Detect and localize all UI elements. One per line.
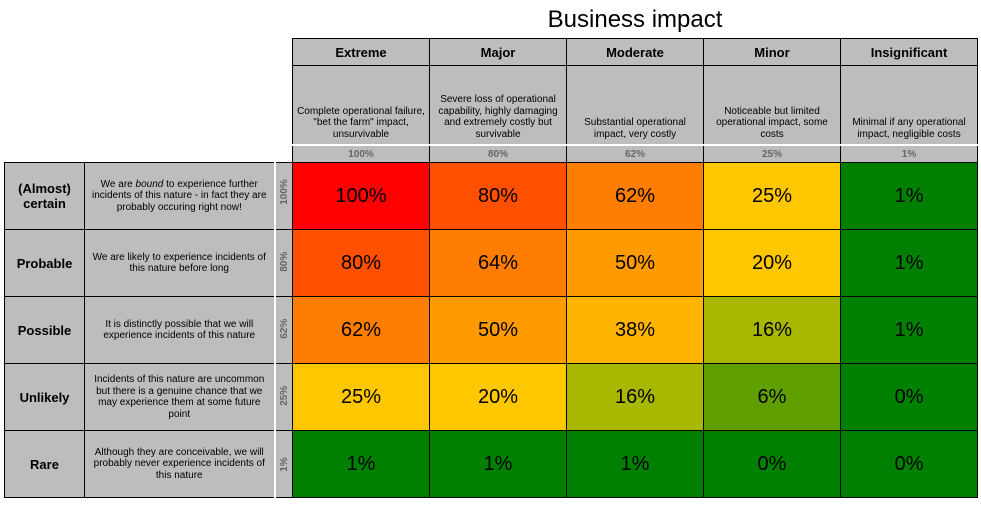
impact-col-pct: 100% bbox=[293, 145, 430, 163]
matrix-title: Business impact bbox=[293, 4, 978, 39]
likelihood-row-desc: Although they are conceivable, we will p… bbox=[85, 431, 275, 498]
likelihood-row-header: Rare bbox=[5, 431, 85, 498]
likelihood-row-header: Possible bbox=[5, 297, 85, 364]
likelihood-row-pct: 25% bbox=[275, 364, 293, 431]
matrix-cell: 16% bbox=[567, 364, 704, 431]
matrix-cell: 100% bbox=[293, 163, 430, 230]
likelihood-row-pct: 100% bbox=[275, 163, 293, 230]
impact-col-header: Moderate bbox=[567, 39, 704, 66]
matrix-cell: 0% bbox=[704, 431, 841, 498]
likelihood-row-desc: It is distinctly possible that we will e… bbox=[85, 297, 275, 364]
matrix-cell: 80% bbox=[430, 163, 567, 230]
matrix-cell: 64% bbox=[430, 230, 567, 297]
matrix-cell: 62% bbox=[567, 163, 704, 230]
matrix-cell: 38% bbox=[567, 297, 704, 364]
matrix-cell: 25% bbox=[704, 163, 841, 230]
impact-col-header: Major bbox=[430, 39, 567, 66]
impact-col-pct: 80% bbox=[430, 145, 567, 163]
likelihood-row-desc: We are likely to experience incidents of… bbox=[85, 230, 275, 297]
impact-col-header: Extreme bbox=[293, 39, 430, 66]
matrix-cell: 1% bbox=[841, 297, 978, 364]
impact-col-desc: Substantial operational impact, very cos… bbox=[567, 66, 704, 146]
impact-col-header: Insignificant bbox=[841, 39, 978, 66]
matrix-cell: 1% bbox=[841, 230, 978, 297]
impact-col-desc: Complete operational failure, "bet the f… bbox=[293, 66, 430, 146]
risk-matrix-table: Business impact Extreme Major Moderate M… bbox=[4, 4, 978, 498]
matrix-cell: 1% bbox=[430, 431, 567, 498]
impact-col-pct: 1% bbox=[841, 145, 978, 163]
impact-col-desc: Severe loss of operational capability, h… bbox=[430, 66, 567, 146]
matrix-cell: 80% bbox=[293, 230, 430, 297]
likelihood-row-pct: 1% bbox=[275, 431, 293, 498]
impact-col-pct: 25% bbox=[704, 145, 841, 163]
matrix-cell: 20% bbox=[430, 364, 567, 431]
likelihood-row-pct: 62% bbox=[275, 297, 293, 364]
likelihood-row-header: (Almost) certain bbox=[5, 163, 85, 230]
impact-col-desc: Minimal if any operational impact, negli… bbox=[841, 66, 978, 146]
impact-col-desc: Noticeable but limited operational impac… bbox=[704, 66, 841, 146]
matrix-cell: 50% bbox=[430, 297, 567, 364]
matrix-cell: 50% bbox=[567, 230, 704, 297]
matrix-cell: 1% bbox=[567, 431, 704, 498]
likelihood-row-desc: We are bound to experience further incid… bbox=[85, 163, 275, 230]
likelihood-row-header: Unlikely bbox=[5, 364, 85, 431]
matrix-cell: 0% bbox=[841, 364, 978, 431]
matrix-cell: 1% bbox=[293, 431, 430, 498]
matrix-cell: 20% bbox=[704, 230, 841, 297]
matrix-cell: 0% bbox=[841, 431, 978, 498]
likelihood-row-header: Probable bbox=[5, 230, 85, 297]
matrix-cell: 62% bbox=[293, 297, 430, 364]
matrix-cell: 16% bbox=[704, 297, 841, 364]
likelihood-row-pct: 80% bbox=[275, 230, 293, 297]
matrix-cell: 1% bbox=[841, 163, 978, 230]
likelihood-row-desc: Incidents of this nature are uncommon bu… bbox=[85, 364, 275, 431]
matrix-cell: 25% bbox=[293, 364, 430, 431]
impact-col-header: Minor bbox=[704, 39, 841, 66]
impact-col-pct: 62% bbox=[567, 145, 704, 163]
matrix-cell: 6% bbox=[704, 364, 841, 431]
